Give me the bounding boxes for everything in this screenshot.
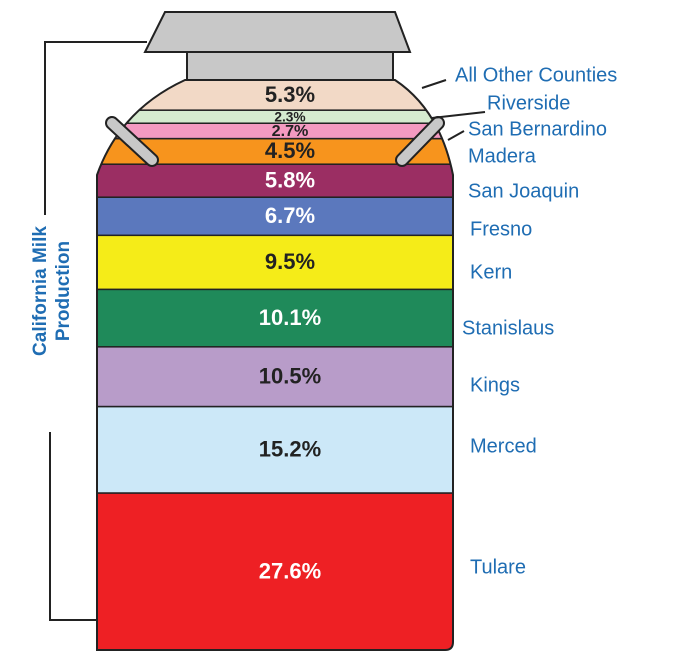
value-label: 2.7% <box>272 122 309 140</box>
segment <box>97 196 453 237</box>
value-label: 2.3% <box>274 109 305 124</box>
category-label: Kings <box>470 374 520 396</box>
category-label: San Bernardino <box>468 118 607 140</box>
value-label: 6.7% <box>265 203 315 228</box>
category-label: All Other Counties <box>455 64 617 86</box>
category-label: Fresno <box>470 218 532 240</box>
can-lid <box>143 11 412 53</box>
value-label: 10.1% <box>259 305 321 330</box>
chart-title: California Milk Production <box>30 226 74 356</box>
category-label: Riverside <box>487 92 570 114</box>
category-label: Kern <box>470 261 512 283</box>
leader-lines <box>421 79 486 141</box>
bracket <box>44 41 147 621</box>
segment <box>97 234 453 291</box>
value-label: 9.5% <box>265 249 315 274</box>
handle <box>397 118 443 165</box>
value-label: 15.2% <box>259 437 321 462</box>
value-label: 5.8% <box>265 168 315 193</box>
category-label: Merced <box>470 435 537 457</box>
handle <box>107 118 157 165</box>
category-label: San Joaquin <box>468 180 579 202</box>
segment <box>97 492 453 650</box>
value-label: 27.6% <box>259 558 321 583</box>
category-label: Madera <box>468 145 537 167</box>
value-label: 5.3% <box>265 82 315 107</box>
category-label: Stanislaus <box>462 317 554 339</box>
category-label: Tulare <box>470 556 526 578</box>
value-label: 10.5% <box>259 363 321 388</box>
segment <box>97 163 453 198</box>
value-label: 4.5% <box>265 138 315 163</box>
